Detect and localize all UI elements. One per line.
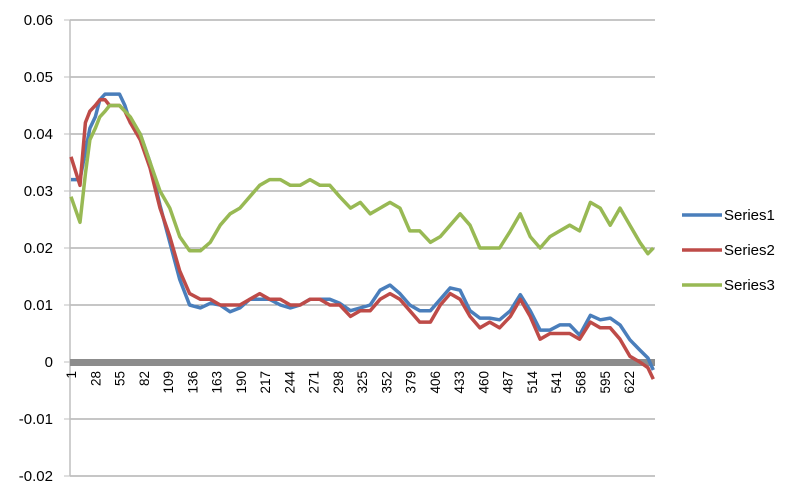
x-tick-label: 460 xyxy=(476,371,491,394)
series-line-series1 xyxy=(71,92,655,371)
x-tick-label: 271 xyxy=(307,371,322,394)
x-tick-label: 163 xyxy=(210,371,225,394)
x-tick-label: 217 xyxy=(258,371,273,394)
x-tick-label: 568 xyxy=(574,371,589,394)
x-tick-label: 514 xyxy=(525,371,540,394)
x-tick-label: 487 xyxy=(501,371,516,394)
y-tick-label: -0.02 xyxy=(19,468,53,485)
y-tick-label: 0.03 xyxy=(24,183,53,200)
x-tick-label: 109 xyxy=(161,371,176,394)
legend: Series1 Series2 Series3 xyxy=(682,207,775,294)
y-axis-ticks: 0.06 0.05 0.04 0.03 0.02 0.01 0 -0.01 -0.02 xyxy=(19,12,53,485)
y-tick-label: -0.01 xyxy=(19,411,53,428)
x-axis-line xyxy=(70,359,655,366)
x-tick-label: 82 xyxy=(137,371,152,386)
x-axis-ticks: 1 28 55 82 109 136 163 190 217 244 271 298 325 352 379… xyxy=(64,371,637,394)
x-tick-label: 379 xyxy=(404,371,419,394)
x-tick-label: 136 xyxy=(185,371,200,394)
x-tick-label: 352 xyxy=(379,371,394,394)
legend-label: Series1 xyxy=(724,207,775,224)
y-tick-label: 0.02 xyxy=(24,240,53,257)
y-tick-label: 0.06 xyxy=(24,12,53,29)
legend-label: Series2 xyxy=(724,242,775,259)
x-tick-label: 325 xyxy=(355,371,370,394)
x-tick-label: 406 xyxy=(428,371,443,394)
x-tick-label: 622 xyxy=(622,371,637,394)
x-tick-label: 244 xyxy=(282,371,297,394)
x-tick-label: 541 xyxy=(549,371,564,394)
y-tick-label: 0.04 xyxy=(24,126,53,143)
x-tick-label: 1 xyxy=(64,371,79,379)
x-tick-label: 28 xyxy=(88,371,103,386)
y-tick-label: 0 xyxy=(45,354,53,371)
legend-label: Series3 xyxy=(724,277,775,294)
series-lines xyxy=(69,92,655,380)
x-tick-label: 190 xyxy=(234,371,249,394)
x-tick-label: 595 xyxy=(598,371,613,394)
y-tick-label: 0.05 xyxy=(24,69,53,86)
y-tick-label: 0.01 xyxy=(24,297,53,314)
x-tick-label: 298 xyxy=(331,371,346,394)
x-tick-label: 55 xyxy=(113,371,128,386)
series-line-series2 xyxy=(69,98,655,380)
gridlines xyxy=(64,19,655,477)
x-tick-label: 433 xyxy=(452,371,467,394)
series-line-series3 xyxy=(69,103,655,256)
